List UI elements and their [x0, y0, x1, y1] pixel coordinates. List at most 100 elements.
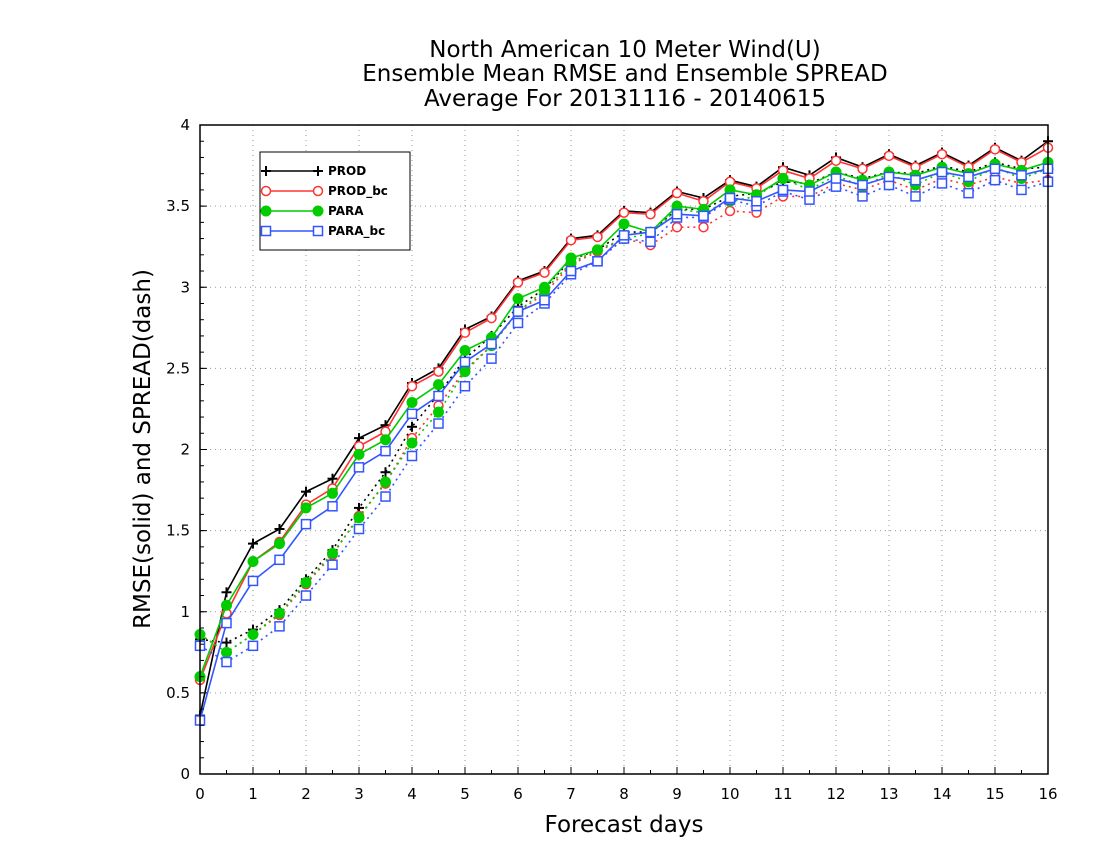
x-tick-label: 15: [985, 785, 1004, 803]
series-para-bc-rmse-point: [486, 338, 497, 350]
series-para-bc-rmse-point: [539, 294, 550, 306]
x-tick-label: 9: [672, 785, 682, 803]
series-para-bc: [194, 163, 1054, 726]
series-para-bc-rmse-point: [592, 256, 603, 267]
series-para-bc-rmse-point: [274, 554, 285, 566]
series-prod-bc-rmse-point: [459, 327, 471, 338]
legend-marker: [312, 185, 324, 197]
y-tick-label: 2: [180, 441, 190, 459]
series-prod-bc-rmse-point: [565, 234, 577, 246]
series-prod-spread-point: [380, 467, 391, 478]
series-prod-bc-rmse-point: [671, 187, 683, 199]
series-para-spread-point: [300, 577, 312, 589]
x-tick-label: 0: [195, 785, 205, 803]
series-para-bc-rmse-point: [221, 617, 232, 629]
series-prod-bc-rmse-point: [486, 312, 497, 324]
series-para-bc-spread-point: [512, 317, 524, 329]
x-tick-label: 3: [354, 785, 364, 803]
series-para-spread-point: [380, 476, 391, 488]
series-para-bc-rmse-point: [989, 163, 1001, 175]
x-axis: 0 1 2 3 4 5 6 7 8 9 10 11 12 13 14 15 16: [195, 767, 1058, 803]
series-para-bc-rmse-point: [406, 408, 418, 420]
series-para-spread-point: [221, 646, 232, 658]
series-para-bc-rmse-line: [199, 167, 1049, 721]
series-para-rmse-point: [274, 538, 285, 550]
y-tick-label: 1.5: [166, 522, 190, 540]
y-tick-label: 3: [180, 278, 190, 296]
series-para-bc-spread-point: [247, 640, 259, 652]
series-para-rmse-point: [592, 244, 603, 256]
series-para-bc-rmse-point: [247, 575, 259, 587]
series-prod-rmse-point: [301, 486, 311, 497]
series-para-bc-spread-point: [327, 559, 338, 570]
series-prod-bc-rmse-point: [989, 144, 1001, 155]
series-para-bc-spread-point: [857, 191, 868, 202]
series-para-rmse-point: [459, 345, 471, 357]
series-para-bc-spread-point: [459, 380, 471, 392]
series-para-rmse-point: [247, 555, 259, 567]
x-tick-label: 2: [301, 785, 311, 803]
series-para-bc-rmse-point: [433, 390, 444, 402]
title-line-3: Average For 20131116 - 20140615: [424, 86, 826, 112]
y-tick-label: 2.5: [166, 359, 190, 377]
series-para-bc-spread-point: [486, 353, 497, 364]
series-para-bc-rmse-point: [300, 518, 312, 530]
series-para-rmse-point: [539, 281, 550, 293]
series-para-spread-point: [433, 406, 444, 418]
series-para-rmse-point: [433, 379, 444, 391]
series-para-bc-rmse-point: [459, 356, 471, 368]
series-para-bc-spread-point: [963, 187, 974, 199]
series-para-rmse-point: [618, 218, 630, 230]
y-axis: 0 0.5 1 1.5 2 2.5 3 3.5 4: [166, 116, 207, 783]
chart-title: North American 10 Meter Wind(U) Ensemble…: [362, 37, 887, 112]
series-prod-bc-rmse-point: [406, 380, 418, 392]
series-para-bc-spread-point: [406, 450, 418, 462]
series-prod-bc-spread-point: [671, 221, 683, 233]
x-tick-label: 7: [566, 785, 576, 803]
series-para-bc-spread-point: [433, 418, 444, 429]
legend: PROD PROD_bc PARA PARA_bc: [259, 151, 411, 251]
series-para-bc-rmse-point: [565, 265, 577, 277]
legend-marker: [260, 205, 272, 217]
series-para-rmse-point: [565, 252, 577, 264]
legend-entry-prod: PROD: [261, 164, 366, 178]
series-prod-bc-spread-point: [724, 205, 736, 217]
series-para-bc-spread-point: [910, 191, 921, 202]
x-tick-label: 13: [879, 785, 898, 803]
series-para-bc-rmse-point: [724, 192, 736, 204]
series-para-rmse-point: [380, 434, 391, 446]
series-para-bc-rmse-point: [698, 210, 709, 222]
series-prod-bc-rmse-point: [936, 148, 948, 160]
series-para-bc-spread-point: [274, 621, 285, 632]
y-tick-label: 0: [180, 765, 190, 783]
x-tick-label: 4: [407, 785, 417, 803]
series-para-spread-point: [459, 366, 471, 378]
series-para-rmse-point: [300, 502, 312, 514]
series-para-bc-rmse-point: [883, 171, 895, 183]
x-tick-label: 8: [619, 785, 629, 803]
series-para-bc-spread-point: [989, 174, 1001, 186]
series-para-bc-rmse-point: [857, 179, 868, 191]
y-tick-label: 0.5: [166, 684, 190, 702]
series-prod-bc-rmse-point: [539, 267, 550, 278]
x-tick-label: 1: [248, 785, 258, 803]
series-para-bc-spread-point: [353, 523, 365, 535]
legend-marker: [261, 166, 271, 176]
series-para-bc-rmse-point: [645, 226, 656, 238]
x-axis-label: Forecast days: [545, 812, 704, 838]
series-prod-bc-spread-point: [698, 221, 709, 233]
x-tick-label: 11: [773, 785, 792, 803]
series-para-rmse-point: [327, 487, 338, 499]
series-para-bc-rmse-point: [671, 208, 683, 220]
y-tick-label: 4: [180, 116, 190, 134]
legend-marker: [260, 185, 272, 197]
series-para-bc-rmse-point: [327, 501, 338, 512]
legend-label: PARA_bc: [328, 224, 385, 239]
x-tick-label: 10: [720, 785, 739, 803]
x-tick-label: 5: [460, 785, 470, 803]
series-prod-bc-rmse-point: [433, 366, 444, 377]
series-para-rmse-point: [406, 396, 418, 408]
series-para-rmse-point: [512, 293, 524, 305]
series-prod-bc-rmse-point: [645, 208, 656, 220]
